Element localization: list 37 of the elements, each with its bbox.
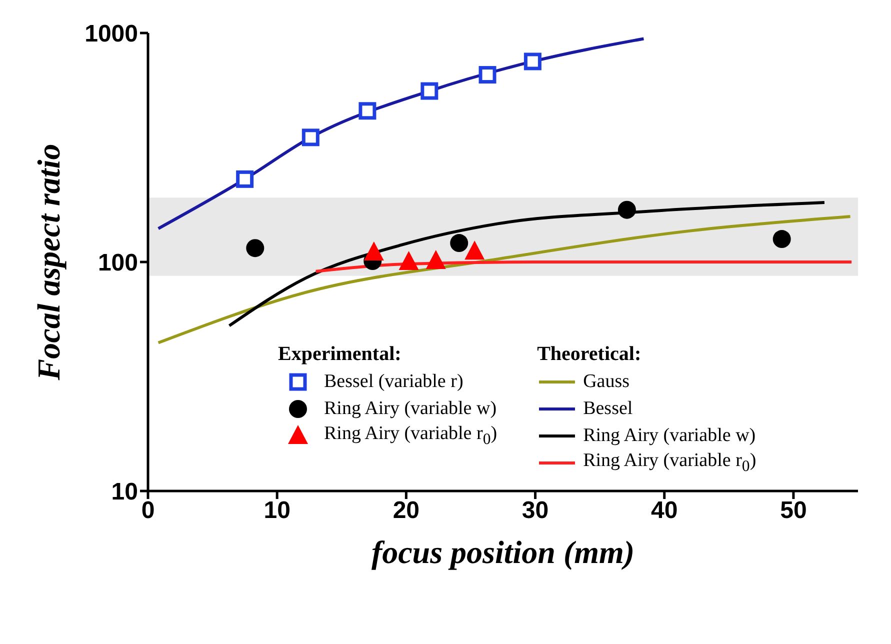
x-tick-label: 0: [141, 497, 155, 524]
legend-label: Bessel: [583, 398, 633, 420]
line-series: [156, 37, 646, 230]
point: [524, 52, 542, 70]
point: [358, 102, 376, 120]
legend-label: Ring Airy (variable r$_{0}$): [324, 422, 498, 448]
legend-label: Bessel (variable r): [324, 370, 464, 392]
y-tick-label: 10: [111, 478, 138, 506]
point: [246, 239, 264, 258]
legend-label: Ring Airy (variable w): [324, 398, 497, 420]
x-tick-label: 10: [264, 497, 290, 524]
line-series: [156, 215, 852, 344]
x-tick-label: 50: [780, 497, 807, 524]
point: [450, 234, 468, 252]
point: [478, 66, 496, 84]
annotation: Theoretical:: [537, 343, 642, 366]
y-tick-label: 1000: [84, 20, 138, 48]
x-tick-label: 30: [522, 497, 549, 524]
point: [302, 128, 320, 146]
point: [772, 230, 791, 248]
point: [364, 242, 384, 261]
line-series: [228, 200, 826, 328]
x-tick-label: 40: [651, 497, 678, 524]
point: [398, 251, 419, 270]
legend-label: Ring Airy (variable r$_{0}$): [583, 450, 756, 476]
legend-label: Ring Airy (variable w): [583, 424, 756, 446]
x-tick-label: 20: [392, 497, 420, 524]
x-axis-title: focus position (mm): [371, 534, 635, 570]
point: [236, 170, 254, 188]
legend-label: Gauss: [583, 370, 630, 392]
y-tick-label: 100: [98, 250, 138, 277]
y-axis-title: Focal aspect ratio: [30, 144, 66, 382]
point: [618, 200, 636, 219]
point: [464, 240, 485, 260]
point: [426, 250, 446, 270]
annotation: Experimental:: [278, 343, 402, 366]
point: [420, 82, 438, 100]
